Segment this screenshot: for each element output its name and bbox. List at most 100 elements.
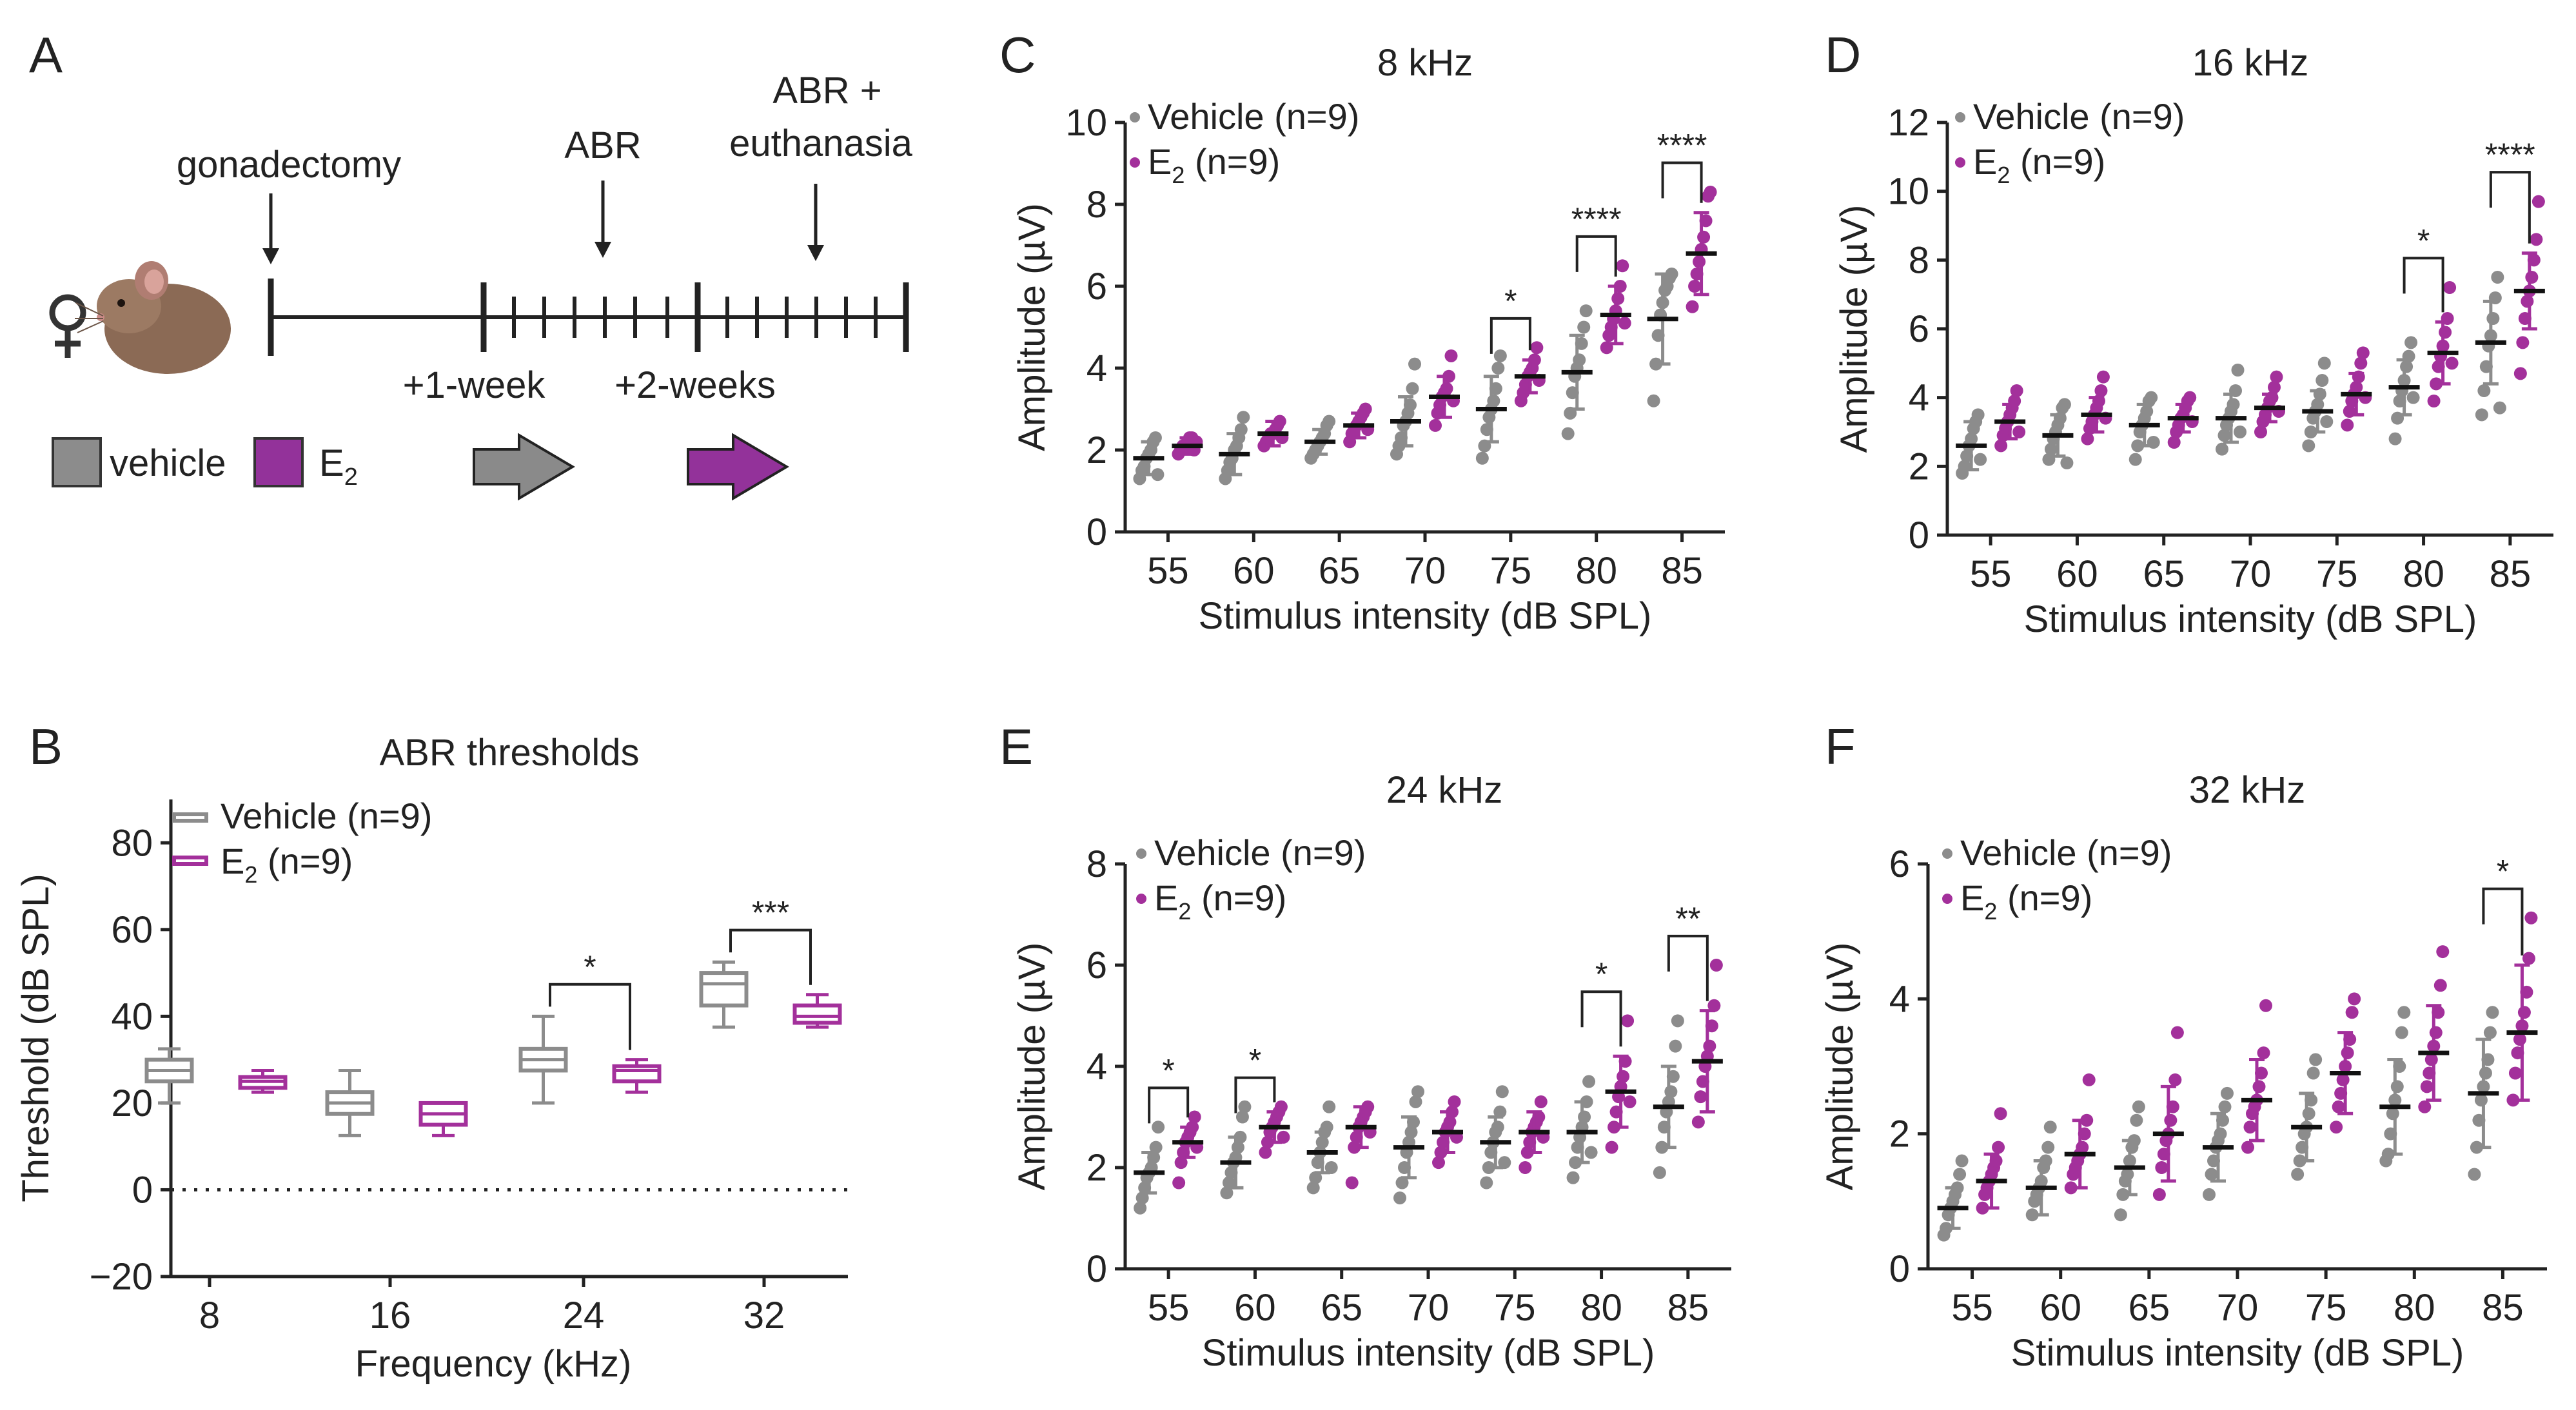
data-point-vehicle: [2302, 439, 2315, 453]
data-point-e2: [2348, 992, 2361, 1006]
data-point-e2: [2516, 336, 2530, 349]
data-point-e2: [2096, 370, 2110, 384]
significance-bracket: [729, 928, 812, 985]
legend-dot-e2: [1942, 894, 1952, 904]
data-point-e2: [2152, 1188, 2166, 1201]
x-tick-label: 80: [1575, 550, 1617, 592]
x-tick-label: 65: [1319, 550, 1361, 592]
data-point-e2: [2513, 367, 2527, 380]
data-point-vehicle: [1669, 1039, 1682, 1053]
data-point-vehicle: [1411, 1085, 1424, 1099]
x-tick-label: 75: [1490, 550, 1532, 592]
significance-bracket: [1575, 235, 1617, 277]
data-point-e2: [2420, 1080, 2433, 1093]
x-tick-label: 60: [1233, 550, 1275, 592]
y-tick-label: 60: [111, 909, 153, 951]
y-tick-label: 0: [1086, 511, 1107, 553]
tick-week-2: +2-weeks: [615, 364, 776, 406]
data-point-vehicle: [1578, 1110, 1591, 1124]
significance-label: *: [2497, 854, 2509, 890]
legend-label-vehicle: vehicle: [110, 442, 226, 484]
significance-label: *: [1162, 1052, 1174, 1088]
legend-label-e2: E2 (n=9): [1148, 141, 1280, 188]
legend-dot-vehicle: [1130, 112, 1140, 122]
data-point-vehicle: [1582, 1075, 1596, 1088]
y-axis-label: Amplitude (µV): [1819, 943, 1861, 1191]
legend-swatch-e2: [172, 856, 208, 866]
significance-bracket: [2403, 257, 2444, 313]
data-point-e2: [2081, 432, 2094, 446]
data-point-e2: [1621, 1014, 1635, 1028]
data-point-e2: [1611, 292, 1625, 306]
y-tick-label: 8: [1086, 184, 1107, 226]
y-tick-label: 10: [1065, 102, 1107, 144]
x-tick-label: 70: [1408, 1287, 1450, 1329]
legend-dot-vehicle: [1942, 848, 1952, 859]
legend-label-vehicle: Vehicle (n=9): [1154, 832, 1366, 873]
data-point-vehicle: [2060, 456, 2074, 469]
data-point-vehicle: [2041, 1141, 2055, 1154]
data-point-e2: [1616, 259, 1629, 273]
x-tick-label: 60: [1234, 1287, 1276, 1329]
data-point-vehicle: [2317, 357, 2331, 370]
data-point-vehicle: [1238, 1100, 1252, 1113]
legend-label-e2: E2: [319, 442, 358, 491]
panel-f: F 32 kHz 0 2 4 6 55 60 65 70 75 80 85 Stimulus intens…: [1819, 718, 2547, 1374]
data-point-e2: [2252, 1080, 2266, 1093]
data-point-e2: [2183, 391, 2197, 404]
data-point-vehicle: [2388, 432, 2402, 446]
data-point-e2: [1274, 1100, 1288, 1113]
y-tick-label: 6: [1086, 266, 1107, 308]
data-point-vehicle: [2309, 1053, 2323, 1066]
data-point-e2: [1448, 1095, 1461, 1108]
female-icon: [49, 294, 86, 358]
x-axis-label: Frequency (kHz): [355, 1343, 632, 1385]
x-axis-label: Stimulus intensity (dB SPL): [1199, 595, 1652, 637]
data-point-vehicle: [2129, 453, 2142, 466]
data-point-e2: [1686, 300, 1699, 313]
legend-swatch-vehicle: [172, 812, 208, 823]
legend-label-vehicle: Vehicle (n=9): [1973, 96, 2185, 137]
significance-label: ***: [752, 895, 789, 931]
panel-d: D 16 kHz 0 2 4 6 8 10 12 55 60 65 70 75 80 85 Stimulus i…: [1825, 26, 2553, 640]
data-point-vehicle: [1493, 349, 1507, 362]
x-tick-label: 85: [2482, 1287, 2524, 1329]
data-point-vehicle: [2132, 1100, 2145, 1113]
data-point-e2: [1432, 1156, 1445, 1170]
data-point-e2: [2332, 1100, 2345, 1113]
legend-label-e2-main: E: [1960, 877, 1984, 918]
data-point-vehicle: [1480, 1176, 1493, 1190]
arrow-right-icon: [473, 433, 789, 501]
data-point-vehicle: [2483, 1026, 2497, 1039]
data-point-e2: [1694, 1090, 1707, 1104]
data-point-vehicle: [2044, 442, 2058, 456]
x-tick-label: 60: [2040, 1287, 2081, 1329]
chart-title: 24 kHz: [1386, 769, 1503, 811]
data-point-vehicle: [2390, 1080, 2404, 1093]
legend-label-e2-rest: (n=9): [1185, 141, 1280, 182]
data-point-vehicle: [2203, 1188, 2216, 1201]
data-point-vehicle: [1393, 1191, 1406, 1205]
y-tick-label: 0: [1909, 514, 1929, 556]
y-axis-label: Amplitude (µV): [1011, 203, 1053, 451]
panel-a: A: [29, 26, 913, 501]
data-point-vehicle: [2397, 1006, 2411, 1019]
y-tick-label: 8: [1909, 239, 1929, 281]
legend-label-e2-sub: 2: [1172, 162, 1185, 188]
data-point-e2: [2259, 999, 2272, 1012]
x-tick-label: 85: [1661, 550, 1703, 592]
significance-label: *: [1249, 1043, 1261, 1079]
tick-week-1: +1-week: [403, 364, 546, 406]
data-point-vehicle: [1235, 1110, 1249, 1124]
x-tick-label: 70: [2230, 553, 2272, 595]
data-point-e2: [2254, 426, 2267, 438]
data-point-vehicle: [2130, 1113, 2143, 1127]
data-point-vehicle: [1647, 394, 1660, 407]
x-tick-label: 55: [1147, 550, 1189, 592]
legend-label-e2-rest: (n=9): [1997, 877, 2092, 918]
data-point-vehicle: [1577, 320, 1591, 334]
data-point-vehicle: [2468, 1168, 2481, 1181]
data-point-vehicle: [1495, 1085, 1509, 1099]
significance-bracket: [1667, 934, 1709, 1001]
data-point-e2: [2064, 1181, 2078, 1195]
